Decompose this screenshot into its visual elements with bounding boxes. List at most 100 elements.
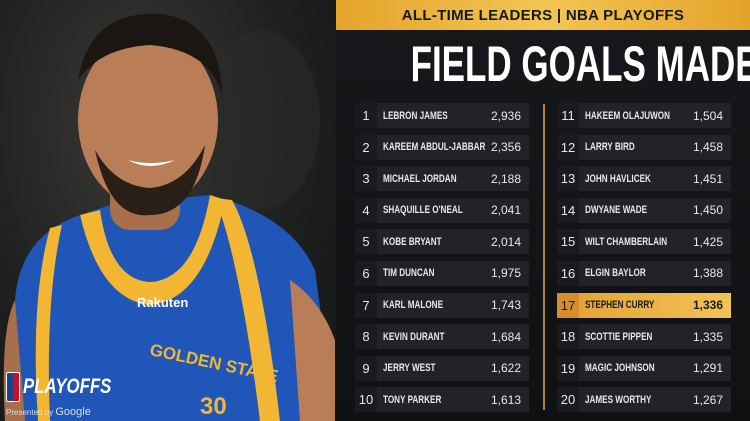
player-name: DWYANE WADE: [585, 204, 648, 217]
field-goals-value: 1,743: [490, 298, 521, 313]
page-title: FIELD GOALS MADE: [410, 36, 750, 92]
leader-row: 10 TONY PARKER 1,613: [355, 387, 529, 413]
player-name-cell: KAREEM ABDUL-JABBAR: [377, 135, 487, 160]
jersey-number: 30: [200, 393, 227, 420]
player-name: KAREEM ABDUL-JABBAR: [383, 141, 486, 154]
field-goals-value: 1,450: [692, 203, 723, 218]
player-illustration: [3, 13, 335, 421]
field-goals-value: 2,936: [490, 108, 521, 123]
rank: 3: [355, 166, 377, 192]
player-name-cell: WILT CHAMBERLAIN: [579, 229, 689, 254]
leader-row: 4 SHAQUILLE O'NEAL 2,041: [355, 197, 529, 223]
field-goals-value: 1,388: [692, 266, 723, 281]
player-name-cell: LARRY BIRD: [579, 135, 689, 160]
rank: 12: [557, 134, 579, 160]
playoffs-logo-text: PLAYOFFS: [23, 375, 112, 398]
field-goals-value: 2,041: [490, 203, 521, 218]
leader-row: 19 MAGIC JOHNSON 1,291: [557, 355, 731, 381]
leaders-column-right: 11 HAKEEM OLAJUWON 1,504 12 LARRY BIRD 1,458 1…: [557, 103, 731, 419]
leader-row: 14 DWYANE WADE 1,450: [557, 197, 731, 223]
player-name: KARL MALONE: [383, 299, 443, 312]
player-name: MICHAEL JORDAN: [383, 172, 457, 185]
field-goals-value: 1,267: [692, 392, 723, 407]
leader-row: 18 SCOTTIE PIPPEN 1,335: [557, 324, 731, 350]
player-name: JOHN HAVLICEK: [585, 172, 651, 185]
player-name-cell: TONY PARKER: [377, 387, 487, 412]
field-goals-value: 1,504: [692, 108, 723, 123]
rank: 14: [557, 197, 579, 223]
field-goals-value: 1,335: [692, 329, 723, 344]
leader-row: 8 KEVIN DURANT 1,684: [355, 324, 529, 350]
leaders-panel: ALL-TIME LEADERS | NBA PLAYOFFS FIELD GO…: [336, 0, 750, 421]
player-name-cell: KEVIN DURANT: [377, 324, 487, 349]
nba-logo-icon: [6, 372, 20, 402]
player-name-cell: JERRY WEST: [377, 356, 487, 381]
rank: 16: [557, 260, 579, 286]
player-name-cell: DWYANE WADE: [579, 198, 689, 223]
leader-row: 9 JERRY WEST 1,622: [355, 355, 529, 381]
player-name: STEPHEN CURRY: [585, 299, 655, 312]
rank: 11: [557, 103, 579, 128]
presented-by-label: Presented by: [6, 408, 54, 417]
player-name-cell: JAMES WORTHY: [579, 387, 689, 412]
presented-by: Presented by Google: [6, 406, 91, 418]
leader-row: 15 WILT CHAMBERLAIN 1,425: [557, 229, 731, 255]
player-name: LARRY BIRD: [585, 141, 635, 154]
rank: 15: [557, 229, 579, 255]
player-name: JERRY WEST: [383, 362, 436, 375]
sponsor-name: Google: [55, 406, 91, 418]
field-goals-value: 1,458: [692, 140, 723, 155]
leader-row: 2 KAREEM ABDUL-JABBAR 2,356: [355, 134, 529, 160]
player-name-cell: MICHAEL JORDAN: [377, 166, 487, 191]
header-banner: ALL-TIME LEADERS | NBA PLAYOFFS: [336, 0, 750, 30]
leader-row: 3 MICHAEL JORDAN 2,188: [355, 166, 529, 192]
leader-row: 5 KOBE BRYANT 2,014: [355, 229, 529, 255]
player-name: KEVIN DURANT: [383, 330, 445, 343]
rank: 8: [355, 324, 377, 350]
player-name-cell: SHAQUILLE O'NEAL: [377, 198, 487, 223]
field-goals-value: 1,613: [490, 392, 521, 407]
player-name-cell: KOBE BRYANT: [377, 229, 487, 254]
field-goals-value: 1,975: [490, 266, 521, 281]
field-goals-value: 1,291: [692, 361, 723, 376]
player-name-cell: STEPHEN CURRY: [579, 293, 689, 318]
player-name: TONY PARKER: [383, 393, 442, 406]
field-goals-value: 1,425: [692, 234, 723, 249]
player-name-cell: JOHN HAVLICEK: [579, 166, 689, 191]
player-name-cell: LEBRON JAMES: [377, 103, 487, 128]
player-name-cell: TIM DUNCAN: [377, 261, 487, 286]
leaders-column-left: 1 LEBRON JAMES 2,936 2 KAREEM ABDUL-JABBAR 2,…: [355, 103, 529, 419]
rank: 13: [557, 166, 579, 192]
player-name-cell: SCOTTIE PIPPEN: [579, 324, 689, 349]
player-name: ELGIN BAYLOR: [585, 267, 646, 280]
field-goals-value: 1,336: [692, 298, 723, 313]
banner-text: ALL-TIME LEADERS | NBA PLAYOFFS: [401, 6, 685, 24]
leader-row: 11 HAKEEM OLAJUWON 1,504: [557, 103, 731, 128]
field-goals-value: 1,684: [490, 329, 521, 344]
rank: 6: [355, 260, 377, 286]
rank: 5: [355, 229, 377, 255]
column-divider: [543, 104, 545, 410]
title-area: FIELD GOALS MADE: [336, 34, 750, 94]
leader-row: 17 STEPHEN CURRY 1,336: [557, 292, 731, 318]
rank: 10: [355, 387, 377, 413]
leader-row: 13 JOHN HAVLICEK 1,451: [557, 166, 731, 192]
nba-playoffs-logo: PLAYOFFS: [6, 372, 133, 402]
leader-row: 7 KARL MALONE 1,743: [355, 292, 529, 318]
leader-row: 12 LARRY BIRD 1,458: [557, 134, 731, 160]
player-name-cell: HAKEEM OLAJUWON: [579, 103, 689, 128]
player-name: TIM DUNCAN: [383, 267, 435, 280]
field-goals-value: 2,356: [490, 140, 521, 155]
field-goals-value: 1,622: [490, 361, 521, 376]
rank: 2: [355, 134, 377, 160]
rank: 19: [557, 355, 579, 381]
field-goals-value: 2,014: [490, 234, 521, 249]
field-goals-value: 1,451: [692, 171, 723, 186]
player-name: JAMES WORTHY: [585, 393, 652, 406]
rank: 20: [557, 387, 579, 413]
leader-row: 20 JAMES WORTHY 1,267: [557, 387, 731, 413]
rank: 17: [557, 292, 579, 318]
player-name: HAKEEM OLAJUWON: [585, 109, 671, 122]
player-name-cell: KARL MALONE: [377, 293, 487, 318]
player-name: SHAQUILLE O'NEAL: [383, 204, 463, 217]
